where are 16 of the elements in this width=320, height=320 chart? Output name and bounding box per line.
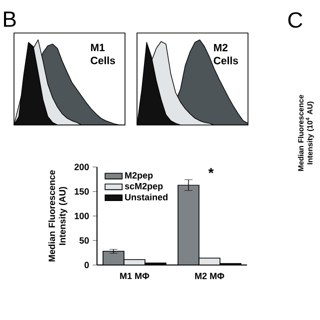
annotation: M2 Cells [214, 44, 238, 64]
annotation: M1 Cells [90, 44, 116, 64]
y-tick-label: 100 [74, 212, 89, 220]
legend-label: scM2pep [124, 182, 163, 192]
x-tick-label: M2 MΦ [195, 272, 224, 280]
y-axis-title: Median Fluorescence Intensity (AU) [48, 170, 68, 262]
annotation: * [208, 168, 214, 174]
y-tick-label: 0 [84, 262, 89, 268]
x-tick-label: M1 MΦ [120, 272, 150, 280]
chart-title: B [4, 12, 16, 27]
text: C [288, 12, 302, 28]
y-tick-label: 150 [74, 188, 89, 195]
y-tick-label: 50 [79, 237, 89, 244]
legend-label: Unstained [125, 194, 168, 200]
legend-label: M2pep [125, 172, 153, 180]
y-tick-label: 200 [74, 164, 89, 170]
